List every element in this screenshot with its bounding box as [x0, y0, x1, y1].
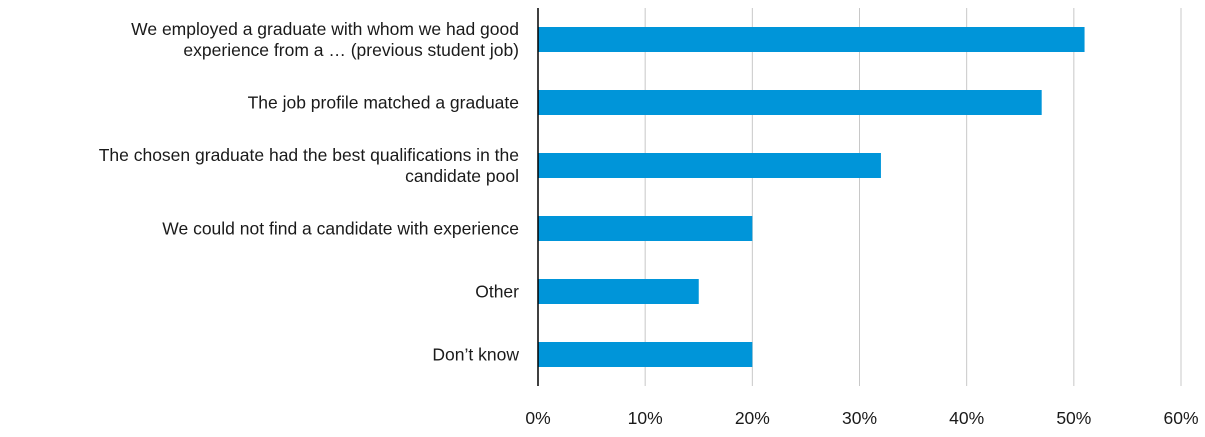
- category-labels: We employed a graduate with whom we had …: [99, 19, 520, 365]
- x-tick-labels: 0% 10% 20% 30% 40% 50% 60%: [525, 408, 1198, 428]
- x-tick-label-2: 20%: [735, 408, 770, 428]
- category-label-line: experience from a … (previous student jo…: [183, 40, 519, 60]
- category-label-line: The job profile matched a graduate: [248, 93, 519, 113]
- category-label-line: We could not find a candidate with exper…: [162, 219, 519, 239]
- category-label-line: We employed a graduate with whom we had …: [131, 19, 519, 39]
- bar-2: [538, 153, 881, 178]
- category-label-4: Other: [475, 282, 519, 302]
- x-tick-label-0: 0%: [525, 408, 550, 428]
- category-label-2: The chosen graduate had the best qualifi…: [99, 145, 519, 186]
- bar-0: [538, 27, 1085, 52]
- x-tick-label-5: 50%: [1056, 408, 1091, 428]
- category-label-3: We could not find a candidate with exper…: [162, 219, 519, 239]
- x-tick-label-3: 30%: [842, 408, 877, 428]
- bar-5: [538, 342, 753, 367]
- gridlines: [644, 8, 1182, 386]
- bars: [538, 27, 1085, 367]
- category-label-line: Other: [475, 282, 519, 302]
- bar-4: [538, 279, 699, 304]
- category-label-1: The job profile matched a graduate: [248, 93, 519, 113]
- bar-1: [538, 90, 1042, 115]
- category-label-5: Don’t know: [432, 345, 519, 365]
- category-label-line: candidate pool: [405, 166, 519, 186]
- bar-3: [538, 216, 753, 241]
- category-label-line: The chosen graduate had the best qualifi…: [99, 145, 519, 165]
- category-label-0: We employed a graduate with whom we had …: [131, 19, 519, 60]
- category-label-line: Don’t know: [432, 345, 519, 365]
- x-tick-label-4: 40%: [949, 408, 984, 428]
- x-tick-label-6: 60%: [1163, 408, 1198, 428]
- x-tick-label-1: 10%: [628, 408, 663, 428]
